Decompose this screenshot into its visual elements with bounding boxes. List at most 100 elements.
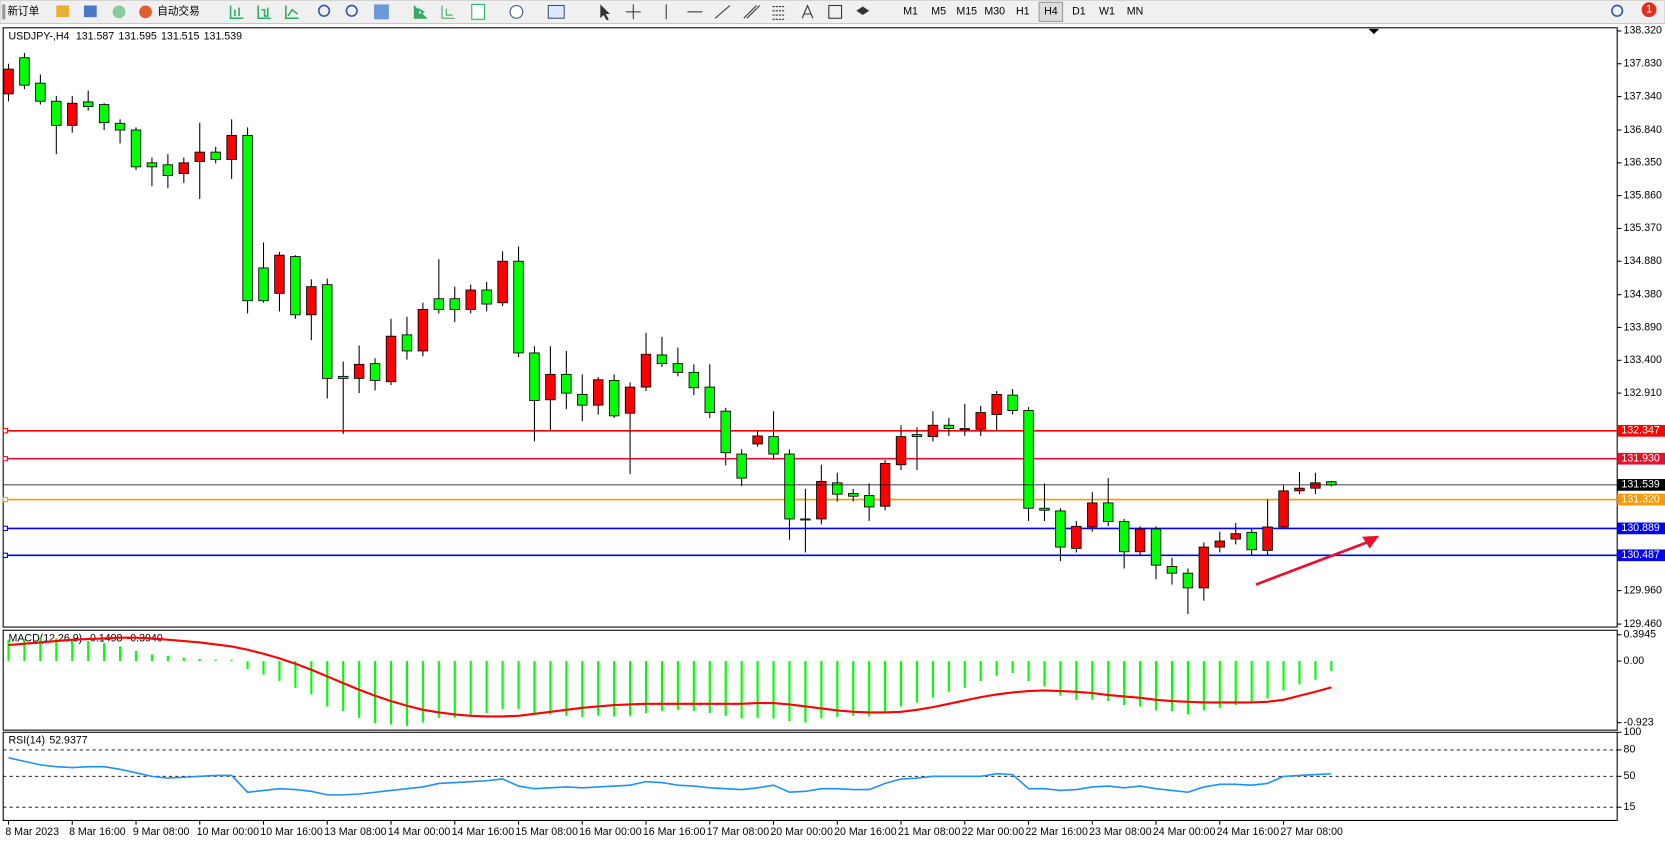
period-button[interactable]: D1 (1072, 6, 1086, 18)
auto-trading-button[interactable]: 自动交易 (157, 5, 199, 18)
macd-bar (1027, 661, 1030, 682)
candle-body (800, 518, 811, 521)
candle-body (1310, 482, 1321, 489)
icon[interactable] (83, 5, 97, 18)
periods-menu[interactable] (509, 4, 524, 19)
symbol: USDJPY-,H4 (9, 30, 70, 42)
candle-body (561, 373, 572, 394)
candle-body (720, 410, 731, 454)
auto-trading-icon[interactable] (139, 5, 152, 19)
macd-bar (629, 661, 632, 716)
shift-marker (1368, 28, 1380, 35)
macd-bar (437, 661, 440, 718)
macd-bar (1218, 661, 1221, 708)
candle-body (194, 151, 205, 162)
tile-windows[interactable] (374, 4, 389, 20)
x-tick-label: 10 Mar 16:00 (260, 826, 323, 838)
macd-bar (899, 661, 903, 707)
candle-body (784, 453, 795, 520)
period-button[interactable]: H4 (1044, 6, 1058, 18)
toolbar-icons (229, 5, 299, 20)
macd-bar (103, 643, 106, 662)
candle-body (1278, 490, 1289, 528)
new-order-button[interactable]: 新订单 (7, 5, 39, 18)
macd-bar (310, 661, 313, 695)
crosshair-tool[interactable] (625, 4, 641, 20)
chart-shift[interactable] (441, 5, 455, 19)
autoscroll[interactable] (413, 5, 428, 19)
candle-body (433, 298, 445, 310)
macd-bar (485, 661, 488, 714)
candle-body (1230, 533, 1241, 540)
notification-count: 1 (1646, 4, 1652, 16)
icon[interactable] (285, 5, 299, 20)
candle-body (1007, 394, 1018, 411)
period-button[interactable]: MN (1127, 6, 1144, 18)
text-tool[interactable] (801, 4, 814, 19)
period-button[interactable]: W1 (1099, 6, 1115, 18)
line-price-label: 130.889 (1621, 522, 1659, 534)
zoom-out[interactable] (345, 4, 358, 17)
x-tick-label: 14 Mar 00:00 (388, 826, 451, 838)
period-button[interactable]: H1 (1016, 6, 1030, 18)
macd-bar (820, 661, 823, 719)
macd-bar (87, 641, 90, 662)
arrows-tool[interactable] (856, 6, 870, 16)
trendline-tool[interactable] (714, 5, 731, 19)
x-tick-label: 15 Mar 08:00 (515, 826, 578, 838)
y-tick-label: 133.400 (1624, 354, 1662, 366)
candle-body (1182, 572, 1194, 589)
channel-tool[interactable] (743, 5, 761, 19)
templates[interactable] (547, 4, 565, 19)
search[interactable] (1611, 4, 1624, 17)
x-tick-label: 16 Mar 16:00 (643, 826, 706, 838)
period-button[interactable]: M1 (903, 6, 918, 18)
icon[interactable] (229, 5, 244, 20)
candle-body (51, 100, 62, 126)
candle-body (577, 394, 588, 406)
x-tick-label: 10 Mar 00:00 (197, 826, 260, 838)
x-tick-label: 9 Mar 08:00 (133, 826, 190, 838)
candle-body (1134, 528, 1146, 553)
line-price-box (1617, 452, 1665, 465)
icon[interactable] (257, 5, 271, 20)
x-tick-label: 20 Mar 00:00 (770, 826, 833, 838)
candle-body (258, 267, 269, 302)
line-anchor (2, 428, 8, 434)
open: 131.587 (76, 30, 114, 42)
macd-bar (884, 661, 887, 712)
candle-body (146, 162, 158, 168)
candle-body (497, 260, 508, 304)
x-tick-label: 8 Mar 16:00 (69, 826, 126, 838)
candle-body (481, 289, 492, 305)
y-tick-label: 15 (1624, 801, 1636, 813)
grip (2, 4, 6, 20)
macd-bar (708, 661, 711, 714)
candle-body (688, 371, 700, 389)
icon[interactable] (112, 5, 126, 19)
signal-line (8, 636, 1332, 718)
x-tick-label: 13 Mar 08:00 (324, 826, 387, 838)
candle-body (1055, 510, 1066, 548)
period-button[interactable]: M30 (984, 6, 1005, 18)
fibo-tool[interactable] (772, 6, 786, 20)
macd-bar (931, 661, 934, 698)
notification-badge[interactable] (1641, 2, 1657, 18)
candle-body (210, 151, 221, 160)
period-button[interactable]: M5 (931, 6, 946, 18)
macd-bar (182, 657, 185, 662)
zoom-in[interactable] (317, 4, 331, 17)
cursor-tool[interactable] (600, 4, 610, 21)
icon[interactable] (56, 5, 70, 18)
period-button[interactable]: M15 (956, 6, 977, 18)
period-active (1038, 1, 1064, 22)
macd-bar (1075, 661, 1078, 700)
macd-bar (788, 661, 791, 722)
period-bar: M1 M5 M15 M30 H1 H4 D1 W1 MN (903, 1, 1144, 22)
indicators[interactable] (471, 3, 486, 20)
candle-body (3, 68, 14, 95)
label-tool[interactable] (828, 4, 843, 19)
